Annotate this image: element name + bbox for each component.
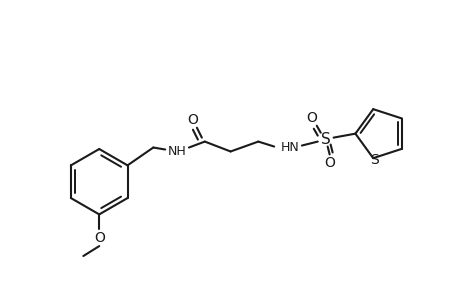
Text: S: S — [320, 132, 330, 147]
Text: S: S — [369, 153, 378, 167]
Text: O: O — [94, 231, 105, 245]
Text: O: O — [324, 156, 334, 170]
Text: O: O — [306, 111, 317, 125]
Text: O: O — [187, 113, 198, 127]
Text: NH: NH — [168, 145, 186, 158]
Text: HN: HN — [280, 141, 299, 154]
